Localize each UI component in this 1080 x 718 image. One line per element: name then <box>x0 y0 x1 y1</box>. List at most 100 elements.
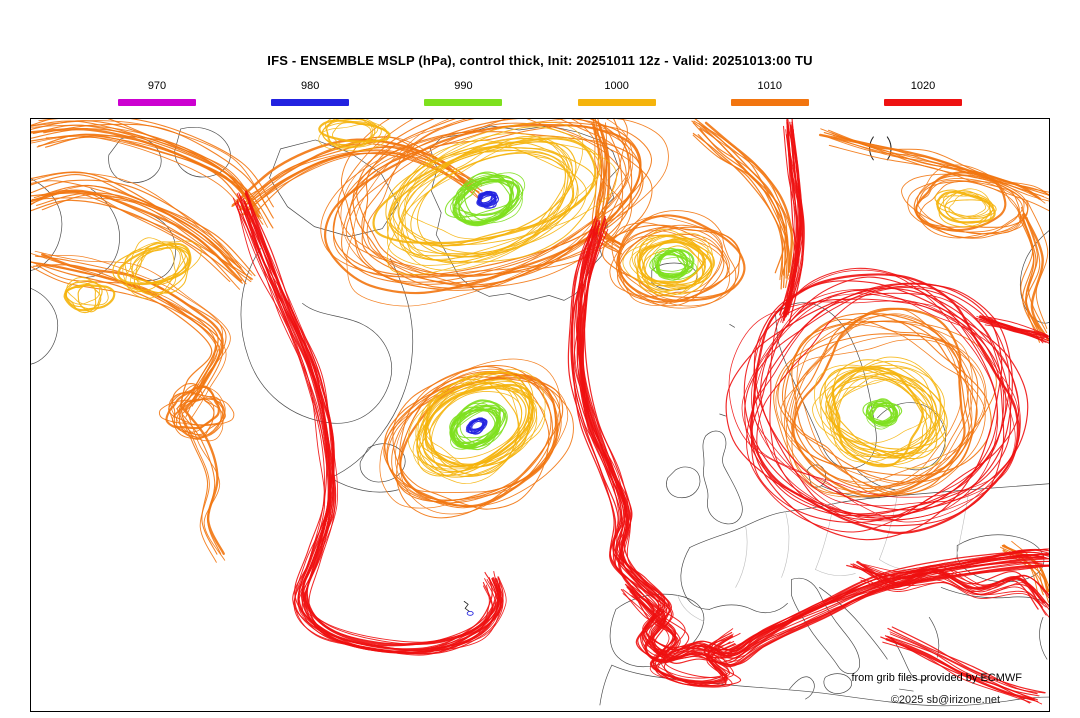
ensemble-member-contour <box>694 119 786 274</box>
ensemble-member-contour <box>828 375 928 457</box>
ensemble-member-contour <box>869 400 892 425</box>
ensemble-member-contour <box>866 401 897 430</box>
coastline <box>791 577 861 674</box>
ensemble-member-contour <box>826 368 927 459</box>
ensemble-member-contour <box>31 252 216 410</box>
ensemble-member-contour <box>936 190 996 224</box>
coastline <box>174 127 231 178</box>
coastline <box>680 547 711 610</box>
ensemble-member-contour <box>784 312 992 477</box>
ensemble-member-contour <box>124 244 189 285</box>
coastline <box>31 288 59 365</box>
ensemble-member-contour <box>392 366 550 510</box>
legend-color-bar <box>730 99 809 106</box>
ensemble-member-contour <box>783 125 798 318</box>
ensemble-member-contour <box>692 134 791 289</box>
ensemble-member-contour <box>465 418 485 433</box>
ensemble-member-contour <box>399 365 553 509</box>
ensemble-member-contour <box>753 289 1016 522</box>
ensemble-member-contour <box>775 339 986 485</box>
ensemble-member-contour <box>828 144 1049 212</box>
legend-item-1020: 1020 <box>884 80 962 106</box>
ensemble-member-contour <box>36 133 262 219</box>
small-contour-mark <box>466 610 474 616</box>
ensemble-member-contour <box>884 635 1039 703</box>
ensemble-member-contour <box>31 191 247 285</box>
country-border <box>815 569 856 576</box>
ensemble-member-contour <box>656 250 689 279</box>
ensemble-member-contour <box>389 141 577 247</box>
legend-color-bar <box>118 99 196 106</box>
legend-item-1000: 1000 <box>577 80 656 106</box>
ensemble-member-contour <box>41 192 253 276</box>
country-border <box>879 495 898 560</box>
ensemble-member-contour <box>781 318 973 496</box>
ensemble-member-contour <box>479 192 496 210</box>
ensemble-member-contour <box>579 218 1049 658</box>
small-contour-mark <box>463 600 470 612</box>
ensemble-member-contour <box>340 119 627 285</box>
ensemble-member-contour <box>827 129 1049 193</box>
ensemble-member-contour <box>592 124 623 255</box>
ensemble-member-contour <box>984 324 1049 340</box>
ensemble-member-contour <box>942 190 992 227</box>
ensemble-member-contour <box>31 174 236 270</box>
ensemble-member-contour <box>785 313 973 498</box>
ensemble-member-contour <box>832 135 1049 197</box>
ensemble-member-contour <box>868 402 900 428</box>
ensemble-member-contour <box>32 264 221 407</box>
pressure-legend: 970 980 990 1000 1010 1020 <box>0 0 1080 112</box>
ensemble-member-contour <box>181 384 222 437</box>
ensemble-member-contour <box>655 250 691 277</box>
ensemble-member-contour <box>699 128 788 279</box>
ensemble-member-contour <box>352 131 643 289</box>
coastline <box>729 323 735 328</box>
ensemble-member-contour <box>787 124 804 316</box>
ensemble-member-contour <box>416 386 533 478</box>
coastline <box>855 467 896 491</box>
ensemble-member-contour <box>133 241 187 296</box>
coastline <box>609 593 705 667</box>
ensemble-member-contour <box>332 122 372 148</box>
ensemble-member-contour <box>852 563 1041 607</box>
ensemble-member-contour <box>393 121 584 263</box>
country-border <box>781 511 790 578</box>
ensemble-member-contour <box>244 201 501 654</box>
country-border <box>677 595 704 622</box>
legend-item-970: 970 <box>118 80 196 106</box>
ensemble-member-contour <box>361 119 624 288</box>
legend-level-label: 980 <box>301 80 320 92</box>
ensemble-member-contour <box>170 387 226 442</box>
ensemble-member-contour <box>63 284 116 312</box>
ensemble-member-contour <box>643 241 704 290</box>
ensemble-member-contour <box>1022 212 1049 342</box>
ensemble-member-contour <box>480 190 496 204</box>
ensemble-member-contour <box>386 135 601 275</box>
ensemble-member-contour <box>454 176 524 227</box>
ensemble-member-contour <box>820 364 945 457</box>
ensemble-member-contour <box>43 123 274 219</box>
ensemble-member-contour <box>654 254 688 272</box>
coastline <box>330 258 414 479</box>
coastline <box>821 485 880 499</box>
coastline <box>1019 230 1049 324</box>
ensemble-member-contour <box>601 122 623 250</box>
ensemble-member-contour <box>320 119 669 278</box>
coastline <box>1039 616 1048 660</box>
ensemble-member-contour <box>780 128 800 323</box>
ensemble-member-contour <box>860 563 1049 606</box>
legend-level-label: 970 <box>147 80 167 92</box>
ensemble-member-contour <box>34 250 231 396</box>
ensemble-member-contour <box>637 232 714 296</box>
ensemble-member-contour <box>629 238 709 287</box>
ensemble-member-contour <box>889 633 1040 697</box>
legend-color-bar <box>577 99 656 106</box>
ensemble-member-contour <box>31 199 243 284</box>
ensemble-member-contour <box>391 377 574 507</box>
ensemble-member-contour <box>36 262 218 418</box>
ensemble-member-contour <box>725 283 1014 517</box>
ensemble-member-contour <box>728 300 1020 523</box>
ensemble-member-contour <box>822 134 1046 204</box>
ensemble-member-contour <box>631 585 741 679</box>
ensemble-member-contour <box>1000 546 1040 599</box>
